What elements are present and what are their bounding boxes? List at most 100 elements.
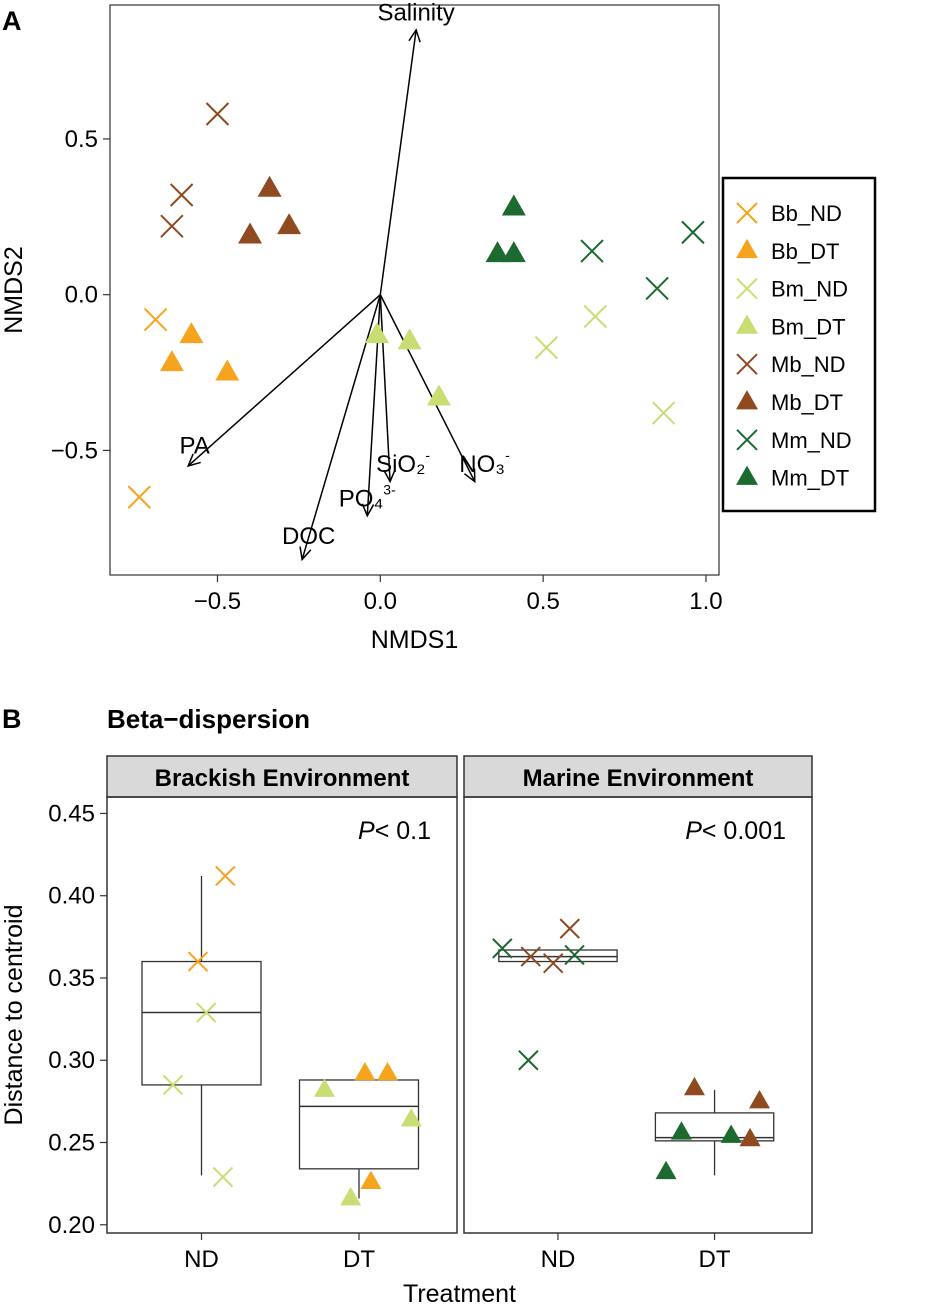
vector-label-text: SiO₂ <box>376 451 425 478</box>
vector-arrowhead <box>383 469 396 484</box>
point-mm_dt <box>501 241 526 263</box>
point-bm_nd <box>583 304 607 329</box>
point-mb_dt <box>257 175 282 197</box>
legend-box <box>721 176 877 513</box>
facet-panel-border <box>106 796 458 1234</box>
facet-panel-border <box>463 796 813 1234</box>
panel-label-a: A <box>2 6 22 36</box>
vector-label-no3: NO₃- <box>459 447 510 478</box>
y-tick-label: −0.5 <box>51 437 98 464</box>
vector-label-po4: PO₄3- <box>339 481 396 512</box>
vector-label-text: PA <box>180 433 210 460</box>
point-bm_dt <box>365 322 390 344</box>
vector-salinity <box>379 29 417 295</box>
legend-label-bb_nd: Bb_ND <box>771 201 842 226</box>
p-value-label: P< 0.001 <box>685 817 786 845</box>
p-symbol: P <box>358 817 375 845</box>
point-mb-dt <box>749 1089 771 1109</box>
legend-label-bm_nd: Bm_ND <box>771 277 848 302</box>
y-tick-label: 0.35 <box>48 965 95 992</box>
point-mm_dt <box>485 241 510 263</box>
point-mb-dt <box>739 1127 761 1147</box>
point-mm-dt <box>670 1121 692 1140</box>
legend-key-mb_nd <box>736 353 758 375</box>
panel-b-title: Beta−dispersion <box>107 704 310 734</box>
x-tick-label: DT <box>699 1246 731 1273</box>
legend-key-bb_dt <box>736 238 758 259</box>
x-tick-label: −0.5 <box>194 588 241 615</box>
x-tick-label: 0.5 <box>526 588 559 615</box>
point-mb_nd <box>160 214 184 238</box>
box-nd <box>498 949 618 963</box>
point-bb-nd <box>215 865 236 887</box>
vector-label-text: NO₃ <box>459 451 505 478</box>
point-mm-nd <box>518 1050 539 1071</box>
vector-label-superscript: - <box>425 447 430 463</box>
legend-label-mm_dt: Mm_DT <box>771 466 849 491</box>
beta-dispersion-plot: Beta−dispersion 0.20 0.25 0.30 0.35 0.40 0.45 D… <box>0 704 813 1308</box>
point-bb_dt <box>179 322 204 344</box>
legend-label-bb_dt: Bb_DT <box>771 239 839 264</box>
y-tick-label: 0.30 <box>48 1047 95 1074</box>
y-tick-label: 0.25 <box>48 1130 95 1157</box>
point-bb-dt <box>354 1062 376 1081</box>
p-value-label: P< 0.1 <box>358 817 431 845</box>
nmds-panel-border <box>109 4 720 576</box>
box-dt <box>654 1112 775 1142</box>
point-bm-dt <box>313 1078 335 1097</box>
x-axis-title: NMDS1 <box>371 626 459 654</box>
x-tick-label: 1.0 <box>689 588 722 615</box>
vector-pa <box>187 294 381 467</box>
legend-key-bb_nd <box>736 202 758 224</box>
facet-strip <box>106 755 458 798</box>
point-mb_nd <box>169 183 194 207</box>
y-tick-label: 0.45 <box>48 800 95 827</box>
point-mb_dt <box>238 222 263 244</box>
point-bm-dt <box>340 1187 362 1206</box>
vector-arrowhead <box>463 468 476 484</box>
panel-label-b: B <box>2 704 22 734</box>
x-tick-label: ND <box>541 1246 576 1273</box>
box-nd <box>141 960 262 1086</box>
point-mb_nd <box>205 102 230 126</box>
point-bm_dt <box>426 384 451 406</box>
y-tick-label: 0.40 <box>48 883 95 910</box>
point-mm_dt <box>501 194 526 216</box>
point-bm_dt <box>397 328 422 350</box>
p-symbol: P <box>685 817 702 845</box>
y-tick-label: 0.20 <box>48 1212 95 1239</box>
vector-arrowhead <box>299 546 312 562</box>
legend-label-bm_dt: Bm_DT <box>771 314 846 339</box>
y-axis-title: NMDS2 <box>0 246 28 334</box>
x-axis-title-b: Treatment <box>403 1280 516 1303</box>
vector-label-pa: PA <box>180 433 210 460</box>
legend-key-mm_dt <box>736 465 758 485</box>
facet-strip-label: Marine Environment <box>523 765 754 792</box>
vector-label-doc: DOC <box>282 523 335 550</box>
x-tick-label: 0.0 <box>364 588 397 615</box>
legend-label-mb_dt: Mb_DT <box>771 390 843 415</box>
point-mm_nd <box>645 276 669 301</box>
vector-label-superscript: - <box>505 447 510 463</box>
point-bm-nd <box>196 1002 217 1023</box>
x-tick-label: ND <box>184 1246 219 1273</box>
vector-arrowhead <box>408 28 421 43</box>
legend-key-mm_nd <box>736 429 758 451</box>
point-bm_nd <box>534 335 559 360</box>
y-tick-label: 0.5 <box>65 126 98 153</box>
vector-sio2 <box>379 294 391 482</box>
point-bb_dt <box>215 359 240 381</box>
y-axis-title-b: Distance to centroid <box>0 905 28 1126</box>
point-mm-nd <box>492 938 513 959</box>
point-bb-dt <box>377 1062 399 1081</box>
point-mm-dt <box>720 1124 742 1143</box>
legend-label-mm_nd: Mm_ND <box>771 428 852 453</box>
vector-label-sio2: SiO₂- <box>376 447 430 478</box>
vector-label-salinity: Salinity <box>377 0 454 27</box>
point-mm_nd <box>681 220 705 245</box>
p-value-text: < 0.001 <box>702 817 786 845</box>
point-mb-nd <box>559 918 580 939</box>
point-mb_dt <box>277 213 302 235</box>
point-mb-dt <box>683 1076 705 1096</box>
